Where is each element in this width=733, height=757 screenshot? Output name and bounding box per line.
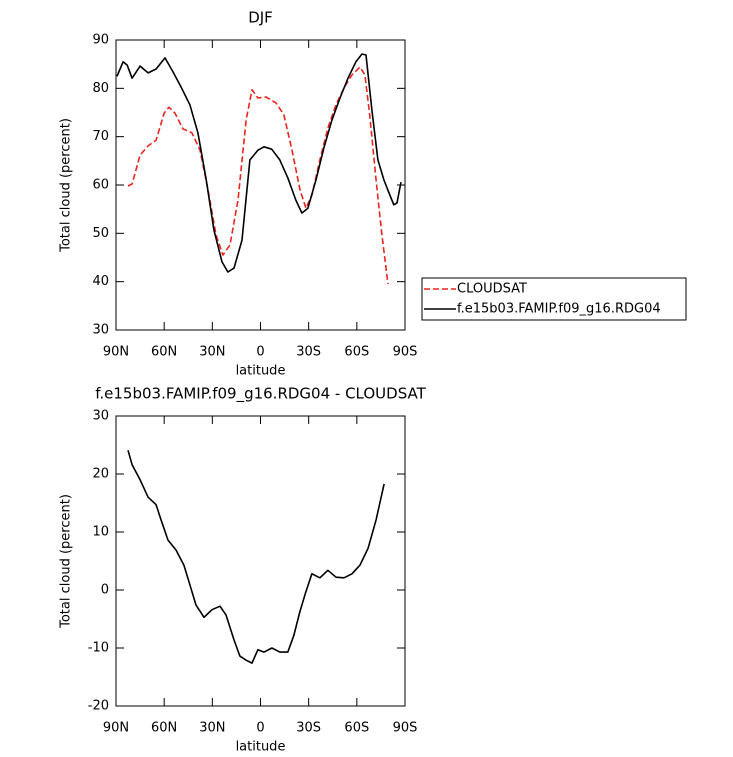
plot-frame [115, 39, 406, 331]
x-tick-label: 0 [256, 345, 264, 360]
y-tick-label: 20 [92, 467, 109, 482]
y-tick-label: 30 [92, 409, 109, 424]
x-tick-label: 60N [151, 345, 177, 360]
x-tick-label: 90S [393, 721, 418, 736]
y-tick-label: 40 [92, 274, 109, 289]
data-line [127, 449, 385, 664]
y-tick-label: 80 [92, 81, 109, 96]
y-tick-label: 0 [101, 583, 109, 598]
x-tick-label: 30S [296, 721, 321, 736]
chart-title: f.e15b03.FAMIP.f09_g16.RDG04 - CLOUDSAT [95, 385, 426, 404]
legend-label: f.e15b03.FAMIP.f09_g16.RDG04 [457, 302, 661, 317]
y-tick-label: -20 [88, 699, 109, 714]
data-line [116, 53, 402, 273]
legend-label: CLOUDSAT [457, 282, 527, 297]
y-tick-label: 10 [92, 525, 109, 540]
y-tick-label: 90 [92, 33, 109, 48]
x-axis-label: latitude [236, 364, 286, 379]
chart-title: DJF [248, 9, 273, 27]
x-tick-label: 90S [393, 345, 418, 360]
y-axis-label: Total cloud (percent) [59, 494, 74, 629]
x-tick-label: 60N [151, 721, 177, 736]
y-tick-label: 60 [92, 178, 109, 193]
y-tick-label: 70 [92, 129, 109, 144]
x-axis-label: latitude [236, 740, 286, 755]
x-tick-label: 60S [344, 721, 369, 736]
y-tick-label: 30 [92, 323, 109, 338]
x-tick-label: 30N [199, 345, 225, 360]
x-tick-label: 30N [199, 721, 225, 736]
data-line [127, 66, 389, 285]
y-tick-label: -10 [88, 641, 109, 656]
y-axis-label: Total cloud (percent) [59, 118, 74, 253]
x-tick-label: 90N [103, 721, 129, 736]
legend-frame [421, 277, 687, 321]
x-tick-label: 30S [296, 345, 321, 360]
x-tick-label: 90N [103, 345, 129, 360]
y-tick-label: 50 [92, 226, 109, 241]
x-tick-label: 0 [256, 721, 264, 736]
x-tick-label: 60S [344, 345, 369, 360]
